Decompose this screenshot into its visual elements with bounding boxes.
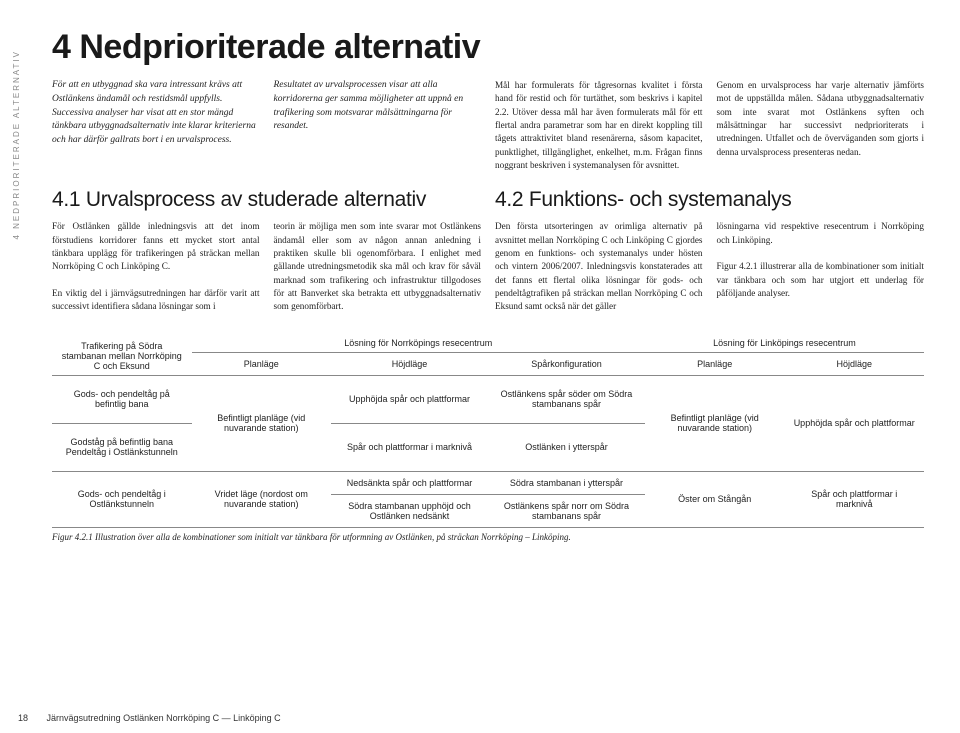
cell-bef-plan-2: Befintligt planläge (vid nuvarande stati… <box>645 375 785 471</box>
th-hojdlage2: Höjdläge <box>784 352 924 375</box>
page-number: 18 <box>18 713 28 723</box>
intro-col-4: Genom en urvalsprocess har varje alterna… <box>717 79 925 172</box>
cell-oster-stang: Öster om Stångån <box>645 471 785 527</box>
cell-ost-norr: Ostlänkens spår norr om Södra stambanans… <box>488 494 645 527</box>
cell-vrid: Vridet läge (nordost om nuvarande statio… <box>192 471 332 527</box>
row2-head: Godståg på befintlig bana Pendeltåg i Os… <box>52 423 192 471</box>
th-planlage2: Planläge <box>645 352 785 375</box>
sec41-c1b: En viktig del i järnvägsutredningen har … <box>52 288 260 311</box>
cell-sodra-upp-ost-ned: Södra stambanan upphöjd och Ostlänken ne… <box>331 494 488 527</box>
figure-caption: Figur 4.2.1 Illustration över alla de ko… <box>52 532 924 542</box>
th-traffic: Trafikering på Södra stambanan mellan No… <box>52 332 192 376</box>
running-footer: Järnvägsutredning Ostlänken Norrköping C… <box>47 713 281 723</box>
row1-head: Gods- och pendeltåg på befintlig bana <box>52 375 192 423</box>
sec42-col-2: lösningarna vid respektive resecentrum i… <box>717 220 925 313</box>
side-running-head: 4 NEDPRIORITERADE ALTERNATIV <box>12 50 21 240</box>
table-row: Gods- och pendeltåg på befintlig bana Be… <box>52 375 924 423</box>
combinations-table: Trafikering på Södra stambanan mellan No… <box>52 332 924 528</box>
section-4-1-heading: 4.1 Urvalsprocess av studerade alternati… <box>52 188 481 212</box>
page-footer: 18 Järnvägsutredning Ostlänken Norrköpin… <box>18 713 281 723</box>
sec42-c2b: Figur 4.2.1 illustrerar alla de kombinat… <box>717 261 925 298</box>
sec42-col-1: Den första utsorteringen av orimliga alt… <box>495 220 703 313</box>
cell-sodra-ytter: Södra stambanan i ytterspår <box>488 471 645 494</box>
th-sparkonfig: Spårkonfiguration <box>488 352 645 375</box>
intro-col-3: Mål har formulerats för tågresornas kval… <box>495 79 703 172</box>
row3-head: Gods- och pendeltåg i Ostlänkstunneln <box>52 471 192 527</box>
cell-spar-mark: Spår och plattformar i marknivå <box>331 423 488 471</box>
th-linkoping: Lösning för Linköpings resecentrum <box>645 332 924 353</box>
intro-col-2: Resultatet av urvalsprocessen visar att … <box>274 79 482 172</box>
sec42-c2a: lösningarna vid respektive resecentrum i… <box>717 221 925 244</box>
sec41-c1a: För Ostlänken gällde inledningsvis att d… <box>52 221 260 271</box>
sec41-col-2: teorin är möjliga men som inte svarar mo… <box>274 220 482 313</box>
th-norrkoping: Lösning för Norrköpings resecentrum <box>192 332 645 353</box>
cell-upp-spar-link: Upphöjda spår och plattformar <box>784 375 924 471</box>
cell-spar-mark-link: Spår och plattformar i marknivå <box>784 471 924 527</box>
sections-row: 4.1 Urvalsprocess av studerade alternati… <box>52 182 924 313</box>
cell-bef-plan: Befintligt planläge (vid nuvarande stati… <box>192 375 332 471</box>
cell-neds: Nedsänkta spår och plattformar <box>331 471 488 494</box>
cell-ost-sodra: Ostlänkens spår söder om Södra stambanan… <box>488 375 645 423</box>
intro-col-1: För att en utbyggnad ska vara intressant… <box>52 79 260 172</box>
cell-upp-spar: Upphöjda spår och plattformar <box>331 375 488 423</box>
sec41-col-1: För Ostlänken gällde inledningsvis att d… <box>52 220 260 313</box>
page-content: 4 Nedprioriterade alternativ För att en … <box>0 0 960 554</box>
cell-ost-ytter: Ostlänken i ytterspår <box>488 423 645 471</box>
th-hojdlage1: Höjdläge <box>331 352 488 375</box>
table-row: Gods- och pendeltåg i Ostlänkstunneln Vr… <box>52 471 924 494</box>
intro-columns: För att en utbyggnad ska vara intressant… <box>52 79 924 172</box>
chapter-title: 4 Nedprioriterade alternativ <box>52 28 924 67</box>
th-planlage1: Planläge <box>192 352 332 375</box>
section-4-2-heading: 4.2 Funktions- och systemanalys <box>495 188 924 212</box>
